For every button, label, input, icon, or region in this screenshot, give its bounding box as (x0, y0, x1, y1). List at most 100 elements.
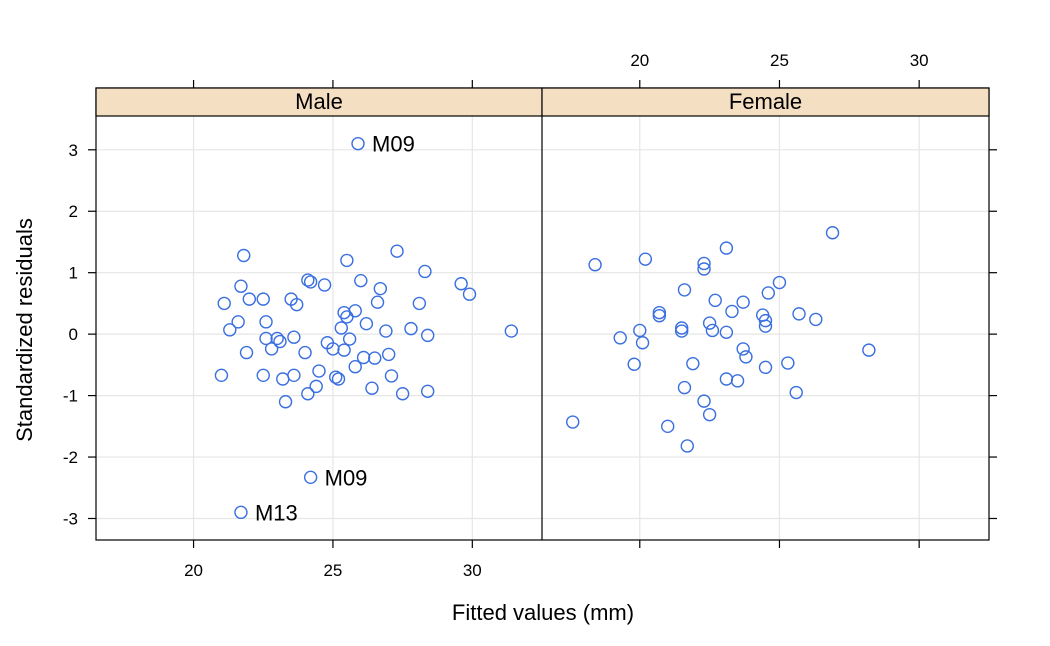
data-point-female (702, 407, 717, 422)
data-point-male (276, 372, 290, 386)
data-point-male (329, 370, 343, 384)
data-point-male (454, 277, 468, 291)
data-point-male (504, 324, 519, 338)
data-point-male (462, 287, 477, 301)
data-point-male (384, 369, 399, 383)
data-point-female (566, 415, 580, 429)
data-point-female (736, 295, 750, 309)
point-label: M09 (325, 465, 368, 490)
data-point-female (697, 256, 711, 271)
y-tick-label: 0 (69, 325, 78, 344)
x-tick-label: 25 (323, 561, 342, 580)
data-point-male (418, 264, 432, 279)
data-point-male (234, 505, 248, 520)
data-point-male (217, 296, 231, 311)
data-point-male (298, 345, 312, 360)
data-point-female (705, 323, 720, 338)
data-point-male (381, 347, 396, 362)
x-tick-label: 20 (184, 561, 203, 580)
point-label: M09 (372, 132, 415, 157)
data-point-female (739, 350, 753, 364)
data-point-female (613, 331, 627, 345)
data-point-female (652, 305, 667, 320)
data-point-female (781, 356, 795, 370)
data-point-female (674, 321, 689, 335)
data-point-male (239, 345, 254, 360)
data-point-male (331, 372, 346, 386)
data-point-male (354, 273, 368, 288)
data-point-female (638, 252, 653, 266)
data-point-female (725, 304, 739, 319)
data-point-female (761, 286, 775, 300)
data-point-male (348, 360, 362, 374)
strip-label: Female (729, 89, 802, 114)
data-point-male (421, 384, 435, 398)
y-tick-label: -1 (63, 387, 78, 406)
y-tick-label: 3 (69, 141, 78, 160)
data-point-male (340, 253, 354, 268)
data-point-female (758, 319, 773, 333)
data-point-male (301, 273, 315, 287)
data-point-female (708, 293, 722, 308)
data-point-male (412, 296, 427, 311)
data-point-male (214, 368, 229, 383)
data-point-male (351, 136, 365, 151)
data-point-male (326, 342, 340, 356)
data-point-male (256, 292, 270, 306)
data-point-female (677, 283, 692, 297)
data-point-female (635, 336, 650, 350)
data-point-male (317, 278, 332, 292)
panel-strips: Male Female (95, 87, 990, 117)
data-point-male (287, 330, 301, 344)
strip-female (541, 87, 990, 117)
data-point-female (758, 313, 773, 328)
x-tick-label: 25 (770, 51, 789, 70)
grid-lines (96, 116, 989, 540)
point-label: M13 (255, 500, 298, 525)
data-point-male (379, 324, 393, 338)
x-tick-label: 30 (463, 561, 482, 580)
data-point-male (365, 381, 379, 395)
data-point-male (223, 323, 237, 337)
data-points (214, 136, 876, 520)
data-point-female (633, 323, 647, 338)
data-point-male (404, 321, 418, 336)
data-point-female (730, 374, 745, 388)
data-point-male (259, 331, 273, 346)
data-point-male (337, 305, 351, 320)
data-point-female (789, 385, 803, 400)
data-point-male (348, 304, 362, 318)
data-point-male (373, 281, 388, 296)
panel-frames (95, 87, 990, 541)
data-point-male (259, 315, 273, 329)
data-point-female (809, 312, 823, 327)
data-point-female (736, 342, 750, 356)
data-point-male (301, 387, 315, 401)
data-point-male (264, 342, 279, 356)
data-point-male (242, 292, 257, 306)
data-point-male (231, 315, 245, 329)
data-point-female (680, 439, 694, 453)
point-labels: M09 M09 M13 (255, 132, 415, 526)
data-point-male (370, 295, 385, 309)
y-tick-label: -3 (63, 509, 78, 528)
data-point-female (697, 394, 711, 408)
data-point-female (719, 325, 734, 340)
data-point-male (303, 275, 318, 289)
data-point-female (588, 258, 602, 272)
y-tick-label: -2 (63, 448, 78, 467)
strip-male (95, 87, 543, 117)
data-point-male (368, 351, 382, 365)
data-point-female (652, 309, 667, 323)
data-point-female (719, 372, 734, 386)
data-point-female (772, 275, 787, 290)
data-point-male (312, 364, 326, 378)
x-tick-label: 30 (910, 51, 929, 70)
strip-label: Male (295, 89, 343, 114)
data-point-female (686, 356, 700, 371)
data-point-female (661, 419, 675, 434)
data-point-male (287, 368, 301, 383)
y-axis-title: Standardized residuals (12, 218, 37, 442)
data-point-female (697, 262, 711, 276)
